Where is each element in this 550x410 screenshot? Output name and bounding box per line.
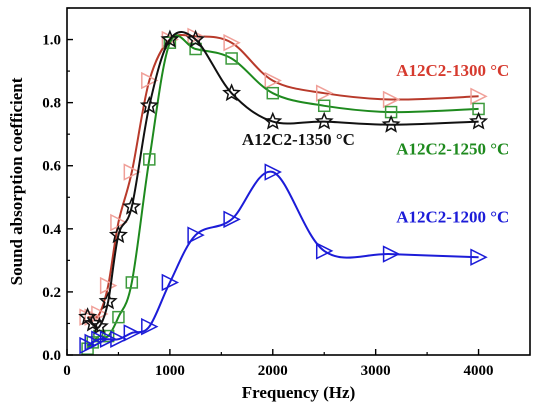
data-point-marker [263,111,283,130]
data-point-marker [314,111,334,130]
data-point-marker [141,317,159,336]
data-point-marker [187,226,205,244]
series-label: A12C2-1200 °C [396,208,509,227]
data-point-marker [264,163,282,181]
x-tick-label: 0 [63,363,71,379]
series-line [86,34,479,350]
data-point-marker [99,330,118,348]
axes [66,7,531,356]
y-tick-label: 1.0 [42,33,61,49]
series-label: A12C2-1300 °C [396,61,509,80]
data-point-marker [223,210,241,229]
series-line [87,170,479,347]
data-point-marker [89,316,109,335]
data-point-marker [222,83,242,102]
ticks: 0 1000 2000 3000 4000 0.0 0.2 0.4 0.6 0.8 1.0 [42,7,494,379]
y-tick-label: 0.0 [42,348,61,364]
data-point-marker [315,84,334,102]
data-point-marker [317,99,331,113]
x-tick-label: 4000 [464,363,494,379]
data-point-marker [122,196,142,215]
series-0 [79,27,488,326]
data-point-marker [161,273,180,292]
y-tick-label: 0.6 [42,159,61,175]
x-tick-label: 1000 [155,363,185,379]
data-point-marker [110,330,128,348]
data-point-marker [112,310,125,324]
data-point-marker [98,291,118,310]
series-label: A12C2-1350 °C [242,130,355,149]
y-tick-label: 0.2 [42,285,61,301]
data-point-marker [108,225,128,244]
plot-area [78,27,489,355]
plot-frame [66,7,531,356]
data-point-marker [99,276,118,295]
data-point-marker [266,86,280,100]
data-point-marker [225,52,238,65]
data-point-marker [101,329,115,343]
data-point-marker [264,71,282,90]
series-3 [79,163,488,355]
data-point-marker [315,242,334,260]
data-point-marker [470,248,488,266]
data-point-marker [381,114,401,133]
data-point-marker [143,153,156,166]
y-tick-label: 0.8 [42,96,61,112]
series-2 [78,29,489,335]
data-point-marker [125,276,139,289]
data-point-marker [141,71,159,90]
x-tick-label: 3000 [361,363,391,379]
x-tick-label: 2000 [258,363,288,379]
y-tick-label: 0.4 [42,222,61,238]
data-point-marker [160,29,180,48]
data-point-marker [469,111,489,130]
data-point-marker [163,36,177,49]
series-labels: A12C2-1300 °C A12C2-1250 °C A12C2-1350 °C A… [242,61,509,227]
data-point-marker [223,33,241,52]
data-point-marker [123,163,141,181]
data-point-marker [382,245,401,263]
data-point-marker [91,330,109,348]
data-point-marker [123,324,141,342]
data-point-marker [139,95,159,114]
y-axis-title: Sound absorption coefficient [7,77,26,285]
data-point-marker [470,87,488,106]
data-point-marker [382,90,401,109]
series-label: A12C2-1250 °C [396,140,509,159]
x-axis-title: Frequency (Hz) [242,383,355,402]
data-point-marker [186,29,206,48]
